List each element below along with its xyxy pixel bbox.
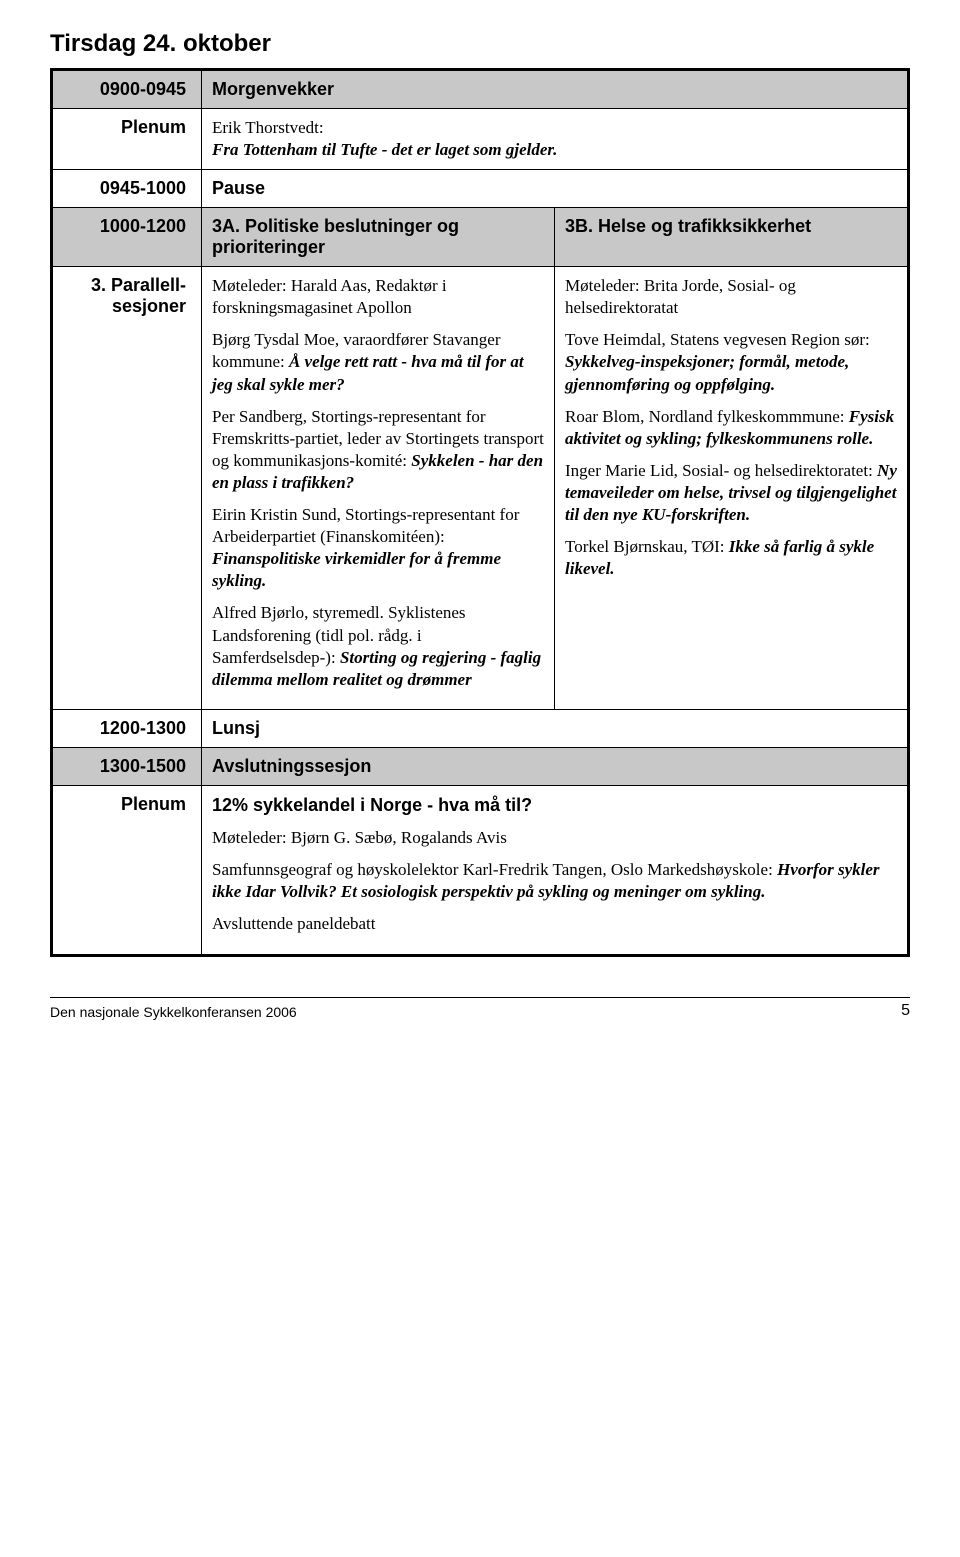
moderator: Møteleder: Brita Jorde, Sosial- og helse… bbox=[565, 275, 897, 319]
parallel-header-cell: 3A. Politiske beslutninger og prioriteri… bbox=[202, 208, 909, 267]
session-title-cell: Avslutningssesjon bbox=[202, 747, 909, 785]
speaker: Torkel Bjørnskau, TØI: bbox=[565, 537, 729, 556]
table-row: 1200-1300 Lunsj bbox=[52, 709, 909, 747]
speaker: Tove Heimdal, Statens vegvesen Region sø… bbox=[565, 330, 870, 349]
time-cell: 0900-0945 bbox=[52, 70, 202, 109]
schedule-table: 0900-0945 Morgenvekker Plenum Erik Thors… bbox=[50, 68, 910, 957]
footer-title: Den nasjonale Sykkelkonferansen 2006 bbox=[50, 1004, 297, 1020]
talk-title: Sykkelveg-inspeksjoner; formål, metode, … bbox=[565, 352, 849, 393]
speaker: Eirin Kristin Sund, Stortings-representa… bbox=[212, 505, 519, 546]
talk-item: Roar Blom, Nordland fylkeskommmune: Fysi… bbox=[565, 406, 897, 450]
page-footer: Den nasjonale Sykkelkonferansen 2006 5 bbox=[50, 997, 910, 1020]
talk-item: Bjørg Tysdal Moe, varaordfører Stavanger… bbox=[212, 329, 544, 395]
talk-title: Fra Tottenham til Tufte - det er laget s… bbox=[212, 140, 557, 159]
day-title: Tirsdag 24. oktober bbox=[50, 30, 910, 58]
table-row: 1300-1500 Avslutningssesjon bbox=[52, 747, 909, 785]
session-title-cell: Lunsj bbox=[202, 709, 909, 747]
time-cell: 1000-1200 bbox=[52, 208, 202, 267]
talk-item: Alfred Bjørlo, styremedl. Syklistenes La… bbox=[212, 602, 544, 690]
moderator: Møteleder: Harald Aas, Redaktør i forskn… bbox=[212, 275, 544, 319]
session-title-cell: Pause bbox=[202, 170, 909, 208]
parallel-body-cell: Møteleder: Harald Aas, Redaktør i forskn… bbox=[202, 267, 909, 710]
page-number: 5 bbox=[901, 1002, 910, 1020]
track-a-body: Møteleder: Harald Aas, Redaktør i forskn… bbox=[202, 267, 555, 709]
table-row: 3. Parallell-sesjoner Møteleder: Harald … bbox=[52, 267, 909, 710]
talk-item: Per Sandberg, Stortings-representant for… bbox=[212, 406, 544, 494]
speaker: Roar Blom, Nordland fylkeskommmune: bbox=[565, 407, 849, 426]
table-row: 0900-0945 Morgenvekker bbox=[52, 70, 909, 109]
speaker: Inger Marie Lid, Sosial- og helsedirekto… bbox=[565, 461, 877, 480]
time-cell: 1300-1500 bbox=[52, 747, 202, 785]
content-cell: 12% sykkelandel i Norge - hva må til? Mø… bbox=[202, 785, 909, 955]
content-cell: Erik Thorstvedt: Fra Tottenham til Tufte… bbox=[202, 109, 909, 170]
track-a-title: 3A. Politiske beslutninger og prioriteri… bbox=[202, 208, 555, 266]
track-b-title: 3B. Helse og trafikksikkerhet bbox=[555, 208, 907, 266]
panel-note: Avsluttende paneldebatt bbox=[212, 913, 897, 935]
table-row: Plenum 12% sykkelandel i Norge - hva må … bbox=[52, 785, 909, 955]
time-cell: 3. Parallell-sesjoner bbox=[52, 267, 202, 710]
talk-item: Tove Heimdal, Statens vegvesen Region sø… bbox=[565, 329, 897, 395]
talk-item: Torkel Bjørnskau, TØI: Ikke så farlig å … bbox=[565, 536, 897, 580]
table-row: Plenum Erik Thorstvedt: Fra Tottenham ti… bbox=[52, 109, 909, 170]
talk-item: Samfunnsgeograf og høyskolelektor Karl-F… bbox=[212, 859, 897, 903]
speaker-name: Erik Thorstvedt: bbox=[212, 118, 324, 137]
closing-title: 12% sykkelandel i Norge - hva må til? bbox=[212, 794, 897, 817]
talk-title: Finanspolitiske virkemidler for å fremme… bbox=[212, 549, 501, 590]
track-b-body: Møteleder: Brita Jorde, Sosial- og helse… bbox=[555, 267, 907, 709]
time-cell: Plenum bbox=[52, 109, 202, 170]
speaker: Samfunnsgeograf og høyskolelektor Karl-F… bbox=[212, 860, 777, 879]
talk-item: Inger Marie Lid, Sosial- og helsedirekto… bbox=[565, 460, 897, 526]
table-row: 1000-1200 3A. Politiske beslutninger og … bbox=[52, 208, 909, 267]
session-title-cell: Morgenvekker bbox=[202, 70, 909, 109]
moderator: Møteleder: Bjørn G. Sæbø, Rogalands Avis bbox=[212, 827, 897, 849]
talk-item: Eirin Kristin Sund, Stortings-representa… bbox=[212, 504, 544, 592]
time-cell: 0945-1000 bbox=[52, 170, 202, 208]
table-row: 0945-1000 Pause bbox=[52, 170, 909, 208]
time-cell: Plenum bbox=[52, 785, 202, 955]
time-cell: 1200-1300 bbox=[52, 709, 202, 747]
